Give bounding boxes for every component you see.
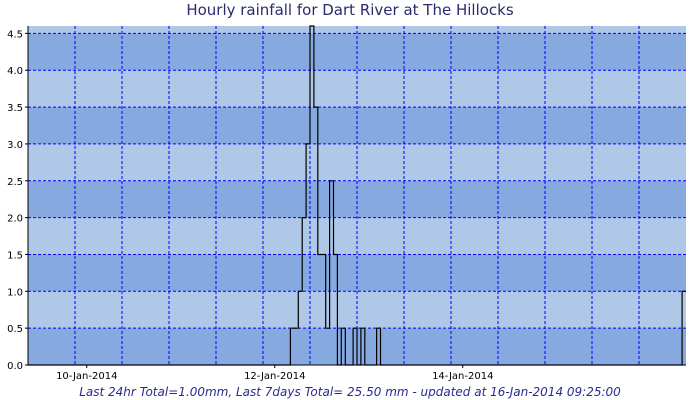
y-tick-label: 0.5	[7, 324, 23, 335]
background-band	[28, 26, 686, 34]
x-axis-ticks: 10-Jan-2014 12-Jan-2014 14-Jan-2014	[56, 365, 493, 382]
y-axis-ticks: 0.0 0.5 1.0 1.5 2.0 2.5 3.0 3.5 4.0 4.5	[7, 29, 28, 372]
axes	[27, 26, 686, 366]
rainfall-series	[28, 25, 686, 366]
y-tick-label: 2.5	[7, 177, 23, 188]
x-tick-label: 10-Jan-2014	[56, 371, 117, 382]
grid-lines	[28, 26, 686, 365]
chart-title: Hourly rainfall for Dart River at The Hi…	[186, 1, 514, 19]
rainfall-line	[28, 25, 686, 366]
x-tick-label: 12-Jan-2014	[244, 371, 305, 382]
y-tick-label: 0.0	[7, 361, 23, 372]
y-tick-label: 4.0	[7, 66, 23, 77]
y-tick-label: 2.0	[7, 214, 23, 225]
y-tick-label: 3.0	[7, 140, 23, 151]
y-tick-label: 1.0	[7, 287, 23, 298]
x-tick-label: 14-Jan-2014	[432, 371, 493, 382]
chart-footer: Last 24hr Total=1.00mm, Last 7days Total…	[79, 385, 621, 399]
y-tick-label: 3.5	[7, 103, 23, 114]
y-tick-label: 4.5	[7, 29, 23, 40]
y-tick-label: 1.5	[7, 250, 23, 261]
